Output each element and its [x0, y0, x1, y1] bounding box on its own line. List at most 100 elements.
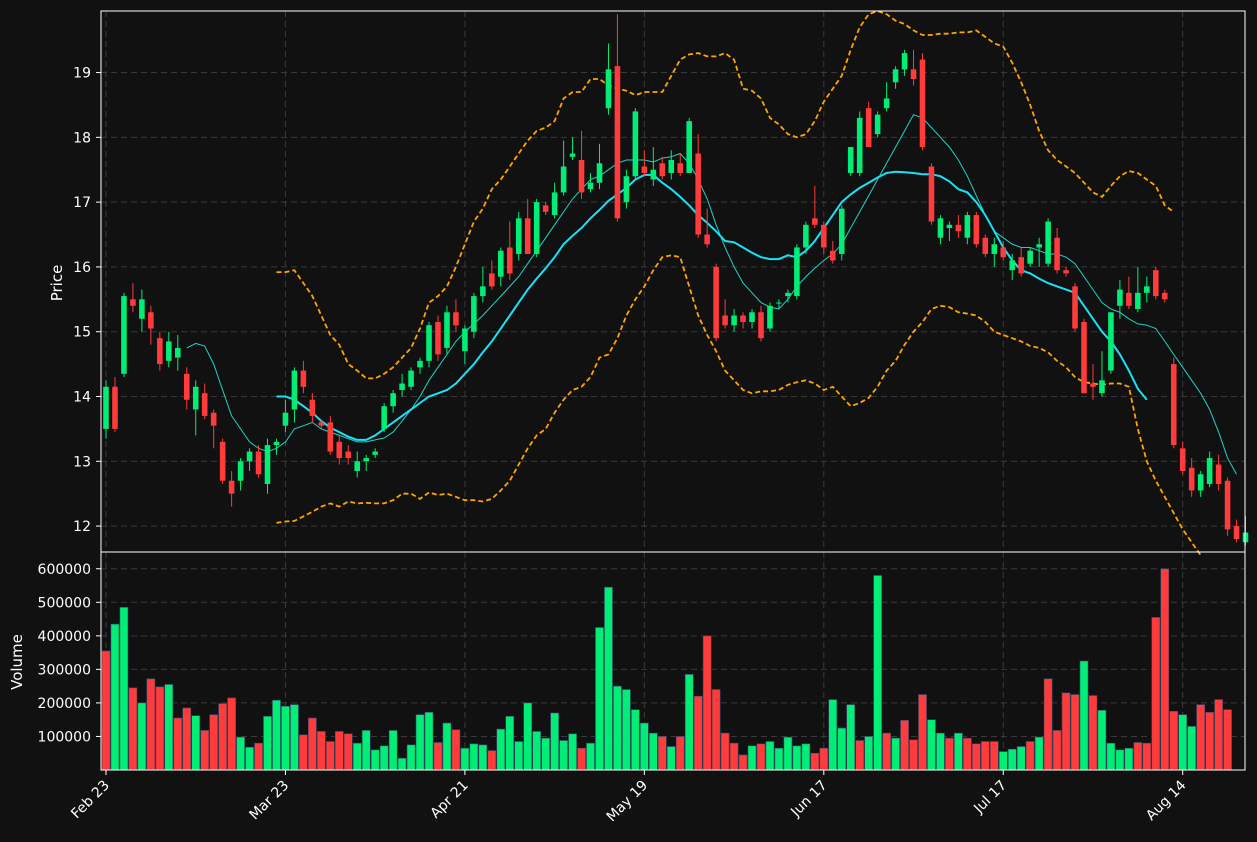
candle	[632, 108, 639, 180]
volume-bar	[729, 742, 739, 771]
candle-body	[749, 312, 755, 322]
volume-bar	[1214, 699, 1223, 771]
candle-body	[1027, 250, 1033, 264]
volume-bar	[1151, 617, 1161, 771]
volume-bar	[622, 689, 631, 771]
candle	[758, 305, 764, 342]
candle	[1179, 441, 1186, 475]
candle-body	[758, 312, 764, 339]
volume-bar	[1106, 742, 1116, 771]
candle-body	[1170, 364, 1177, 446]
candle	[444, 305, 450, 355]
candle-body	[695, 153, 701, 235]
volume-panel: 100000 200000 300000 400000 500000 600000 Vol…	[8, 551, 1246, 771]
candle-body	[605, 69, 612, 109]
candle	[192, 380, 199, 436]
candle-body	[677, 163, 684, 173]
candle-body	[112, 386, 118, 429]
candle-body	[982, 237, 989, 254]
volume-bar	[1223, 709, 1232, 771]
candle	[856, 111, 863, 177]
volume-bar	[613, 685, 622, 771]
candle	[1188, 458, 1195, 497]
candle-body	[551, 192, 558, 216]
volume-bar	[864, 736, 874, 771]
candle-body	[1108, 312, 1114, 371]
candle-body	[1224, 480, 1231, 530]
candle-body	[1054, 237, 1060, 271]
candle-body	[973, 215, 980, 245]
candle	[121, 292, 127, 378]
candle	[623, 169, 630, 209]
volume-tick-label: 600000	[38, 562, 91, 578]
volume-bar	[1196, 704, 1205, 771]
candle	[578, 130, 585, 199]
candle	[1009, 253, 1016, 280]
volume-bar	[173, 717, 183, 771]
volume-tick-label: 200000	[38, 696, 91, 712]
candle	[139, 289, 145, 332]
volume-bar	[675, 736, 685, 771]
volume-bar	[146, 678, 156, 771]
volume-tick-label: 400000	[38, 629, 91, 645]
candle	[515, 211, 522, 261]
volume-tick-label: 100000	[38, 729, 91, 745]
volume-bar	[245, 746, 254, 771]
volume-bar	[254, 742, 263, 771]
candle	[228, 471, 235, 507]
candle-body	[542, 205, 549, 212]
candle-body	[1126, 292, 1132, 306]
candle-body	[776, 302, 782, 304]
candle	[381, 402, 387, 433]
candle	[731, 309, 737, 332]
candle	[309, 393, 316, 423]
volume-bar	[164, 684, 174, 771]
volume-bar	[496, 728, 506, 771]
candle	[1233, 519, 1240, 543]
candle-body	[273, 441, 280, 446]
ma-slow-line	[276, 170, 1148, 441]
volume-bar	[191, 715, 201, 771]
candle-body	[1135, 292, 1141, 310]
candle-body	[1242, 532, 1249, 543]
candle	[560, 140, 567, 196]
candle-body	[1081, 321, 1087, 394]
candle-body	[874, 114, 881, 135]
volume-bar	[352, 742, 362, 771]
candle	[372, 448, 378, 459]
volume-bar	[631, 709, 640, 771]
candle	[928, 163, 935, 225]
candle	[1063, 266, 1069, 277]
candle	[740, 312, 746, 329]
candle-body	[183, 373, 190, 400]
volume-bar	[657, 736, 667, 771]
moving-averages	[186, 114, 1237, 475]
candle-body	[166, 341, 172, 361]
volume-bar	[819, 747, 829, 771]
candle-body	[533, 202, 540, 254]
candle	[910, 49, 917, 86]
candle-body	[812, 218, 818, 225]
candle	[130, 283, 136, 313]
candle-body	[1099, 380, 1105, 394]
volume-bar	[971, 743, 981, 771]
candle	[408, 367, 414, 391]
volume-bar	[469, 743, 479, 771]
volume-bar	[810, 752, 820, 771]
candle	[668, 150, 675, 180]
candle	[722, 299, 728, 329]
candle-body	[919, 59, 926, 148]
candle-body	[937, 218, 944, 238]
candle-body	[928, 166, 935, 222]
candle-body	[650, 169, 657, 180]
candle	[812, 185, 818, 229]
candle-body	[174, 347, 181, 358]
volume-bar	[1007, 748, 1017, 771]
candle-body	[1090, 383, 1096, 387]
candle	[776, 299, 782, 310]
candle-body	[955, 224, 962, 232]
volume-bar	[334, 731, 344, 771]
candle-body	[659, 163, 666, 177]
candle-body	[327, 422, 334, 452]
candle-body	[462, 328, 468, 352]
